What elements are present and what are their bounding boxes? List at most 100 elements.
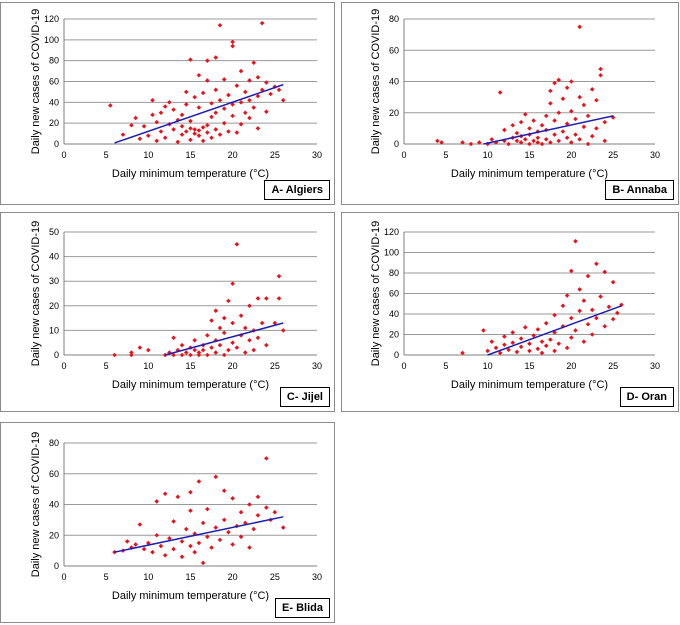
- data-point: [280, 97, 286, 103]
- data-point: [230, 496, 235, 501]
- data-point: [200, 125, 206, 130]
- x-tick-label: 5: [104, 150, 109, 160]
- data-point: [481, 328, 486, 333]
- data-point: [569, 268, 574, 274]
- x-tick-label: 30: [312, 361, 322, 371]
- data-point: [196, 72, 202, 78]
- data-point: [523, 137, 528, 142]
- x-axis-title: Daily minimum temperature (°C): [451, 168, 608, 180]
- data-point: [221, 315, 227, 321]
- data-point: [192, 531, 198, 537]
- data-point: [154, 138, 160, 144]
- data-point: [179, 342, 185, 348]
- data-point: [493, 345, 499, 351]
- data-point: [247, 545, 252, 550]
- data-point: [243, 520, 248, 526]
- x-axis-title: Daily minimum temperature (°C): [112, 168, 269, 180]
- data-point: [217, 22, 223, 28]
- y-tick-label: 60: [389, 45, 399, 55]
- data-point: [205, 534, 210, 540]
- data-point: [213, 110, 219, 116]
- data-point: [581, 339, 587, 344]
- data-point: [247, 303, 252, 309]
- y-tick-label: 80: [49, 438, 59, 448]
- y-tick-label: 50: [49, 227, 59, 237]
- x-tick-label: 20: [228, 361, 238, 371]
- data-point: [543, 343, 549, 349]
- data-point: [585, 113, 591, 119]
- data-point: [158, 543, 164, 549]
- data-point: [154, 119, 160, 125]
- data-point: [226, 298, 231, 304]
- data-point: [230, 340, 235, 345]
- y-axis-title: Daily new cases of COVID-19: [30, 9, 42, 155]
- data-point: [196, 105, 202, 110]
- x-tick-label: 5: [104, 572, 109, 582]
- data-point: [543, 137, 549, 142]
- chart-svg-oran: 0 20 40 60 80 100 120 0 5 10 15 20 25 30 Daily minimum…: [370, 221, 660, 391]
- y-axis-title: Daily new cases of COVID-19: [370, 221, 382, 367]
- data-point: [527, 141, 532, 147]
- y-tick-label: 0: [394, 350, 399, 360]
- data-point: [581, 298, 587, 303]
- data-point: [602, 269, 608, 275]
- data-point: [552, 132, 557, 137]
- data-point: [150, 549, 155, 555]
- data-point: [255, 93, 261, 99]
- data-point: [243, 89, 248, 95]
- data-point: [196, 479, 202, 484]
- data-point: [188, 126, 193, 131]
- data-point: [230, 113, 235, 119]
- data-point: [276, 296, 282, 301]
- data-point: [539, 350, 545, 356]
- data-point: [489, 137, 495, 142]
- data-point: [167, 350, 172, 355]
- data-point: [192, 94, 198, 100]
- data-point: [272, 509, 278, 515]
- data-point: [221, 488, 227, 493]
- data-point: [146, 347, 151, 353]
- x-tick-label: 10: [143, 572, 153, 582]
- data-point: [205, 58, 210, 63]
- data-point: [497, 350, 503, 356]
- data-point: [569, 140, 574, 145]
- data-point: [213, 474, 219, 480]
- chart-svg-annaba: 0 20 40 60 80 0 5 10 15 20 25 30 Daily minimum tempe…: [370, 9, 660, 180]
- data-point: [506, 347, 511, 353]
- x-tick-label: 30: [650, 361, 660, 371]
- data-point: [594, 261, 599, 267]
- data-point: [264, 456, 269, 461]
- data-point: [234, 345, 240, 350]
- data-point: [162, 552, 168, 558]
- panel-label: A- Algiers: [264, 180, 330, 200]
- data-point: [535, 135, 541, 141]
- data-point: [485, 348, 490, 354]
- data-point: [230, 43, 235, 49]
- data-point: [192, 337, 198, 343]
- data-point: [585, 321, 591, 327]
- x-tick-label: 10: [143, 150, 153, 160]
- data-point: [502, 127, 507, 133]
- data-point: [247, 502, 252, 507]
- data-point: [226, 92, 231, 98]
- data-point: [188, 352, 193, 358]
- data-point: [183, 129, 189, 134]
- x-tick-label: 25: [270, 572, 280, 582]
- data-point: [129, 122, 134, 128]
- data-point: [564, 121, 570, 126]
- data-point: [552, 118, 557, 123]
- y-tick-label: 0: [54, 350, 59, 360]
- y-axis-title: Daily new cases of COVID-19: [370, 9, 382, 155]
- data-point: [589, 133, 595, 139]
- data-point: [171, 127, 176, 132]
- data-point: [527, 126, 532, 131]
- x-tick-label: 0: [61, 361, 66, 371]
- data-point: [251, 526, 257, 532]
- data-point: [255, 494, 261, 500]
- data-point: [209, 114, 214, 120]
- chart-panel-jijel: 0 10 20 30 40 50 0 5 10 15 20 25 30 Daily minimum tem…: [0, 212, 335, 412]
- data-point: [518, 140, 524, 145]
- data-point: [255, 75, 261, 80]
- data-point: [209, 545, 214, 550]
- data-point: [205, 506, 210, 512]
